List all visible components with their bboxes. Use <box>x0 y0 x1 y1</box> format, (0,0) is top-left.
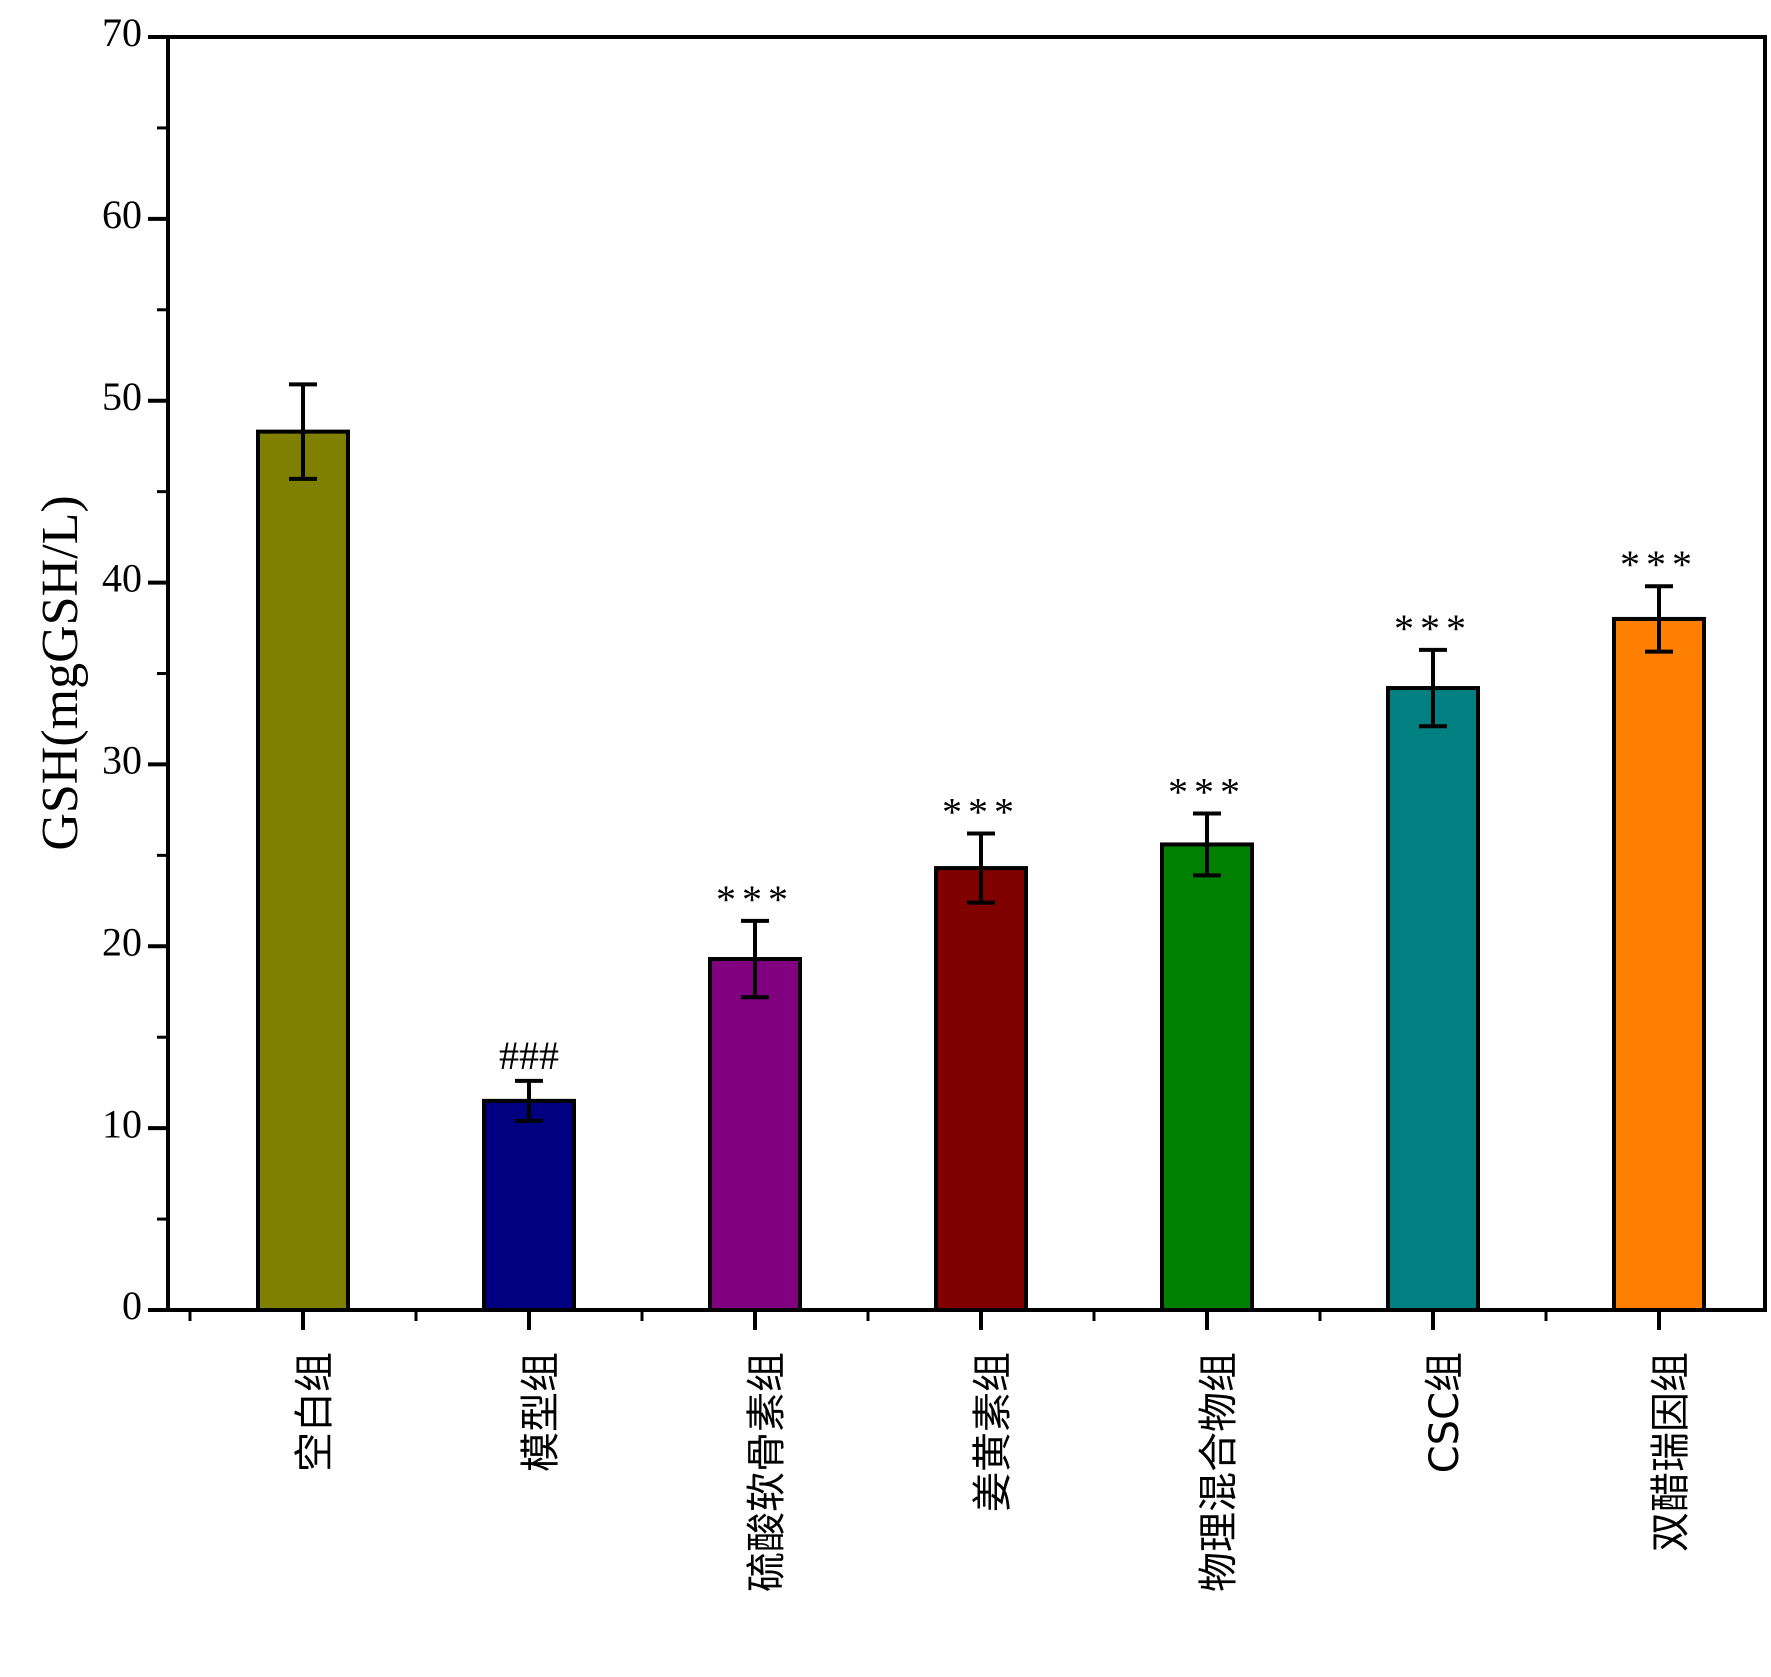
significance-marker: *** <box>942 790 1020 835</box>
significance-annotations: ### *** *** *** *** *** <box>499 542 1698 1078</box>
significance-marker: *** <box>1394 606 1472 651</box>
bar <box>1160 842 1254 1313</box>
y-axis-title: GSH(mgGSH/L) <box>32 495 89 850</box>
category-label: 物理混合物组 <box>1196 1352 1242 1592</box>
error-bar <box>515 1078 543 1123</box>
significance-marker: ### <box>499 1033 559 1078</box>
bar <box>934 866 1028 1313</box>
y-tick-label: 0 <box>122 1283 142 1328</box>
bar <box>1612 616 1706 1312</box>
error-bar <box>289 382 317 481</box>
significance-marker: *** <box>1168 770 1246 815</box>
category-label: CSC组 <box>1422 1352 1468 1473</box>
significance-marker: *** <box>1620 542 1698 587</box>
error-bar <box>1419 647 1447 729</box>
category-labels: 空白组 模型组 硫酸软骨素组 姜黄素组 物理混合物组 CSC组 双醋瑞因组 <box>292 1352 1694 1592</box>
error-bar <box>1645 584 1673 654</box>
y-axis: 0 10 20 30 40 50 60 70 <box>102 10 168 1328</box>
category-label: 硫酸软骨素组 <box>744 1352 790 1592</box>
error-bar <box>967 831 995 905</box>
category-label: 姜黄素组 <box>970 1352 1016 1512</box>
category-label: 模型组 <box>518 1352 564 1472</box>
bar <box>256 429 350 1312</box>
error-bar <box>1193 811 1221 878</box>
category-label: 双醋瑞因组 <box>1648 1352 1694 1552</box>
y-tick-label: 60 <box>102 192 142 237</box>
y-tick-label: 40 <box>102 556 142 601</box>
bar <box>1386 686 1480 1312</box>
y-tick-label: 20 <box>102 919 142 964</box>
category-label: 空白组 <box>292 1352 338 1472</box>
y-tick-label: 50 <box>102 374 142 419</box>
error-bars-group <box>289 382 1673 1123</box>
y-tick-label: 10 <box>102 1101 142 1146</box>
significance-marker: *** <box>716 877 794 922</box>
x-axis <box>188 1310 1661 1330</box>
bar <box>708 957 802 1312</box>
bar <box>482 1098 576 1312</box>
y-tick-label: 30 <box>102 738 142 783</box>
y-tick-label: 70 <box>102 10 142 55</box>
error-bar <box>741 918 769 1000</box>
